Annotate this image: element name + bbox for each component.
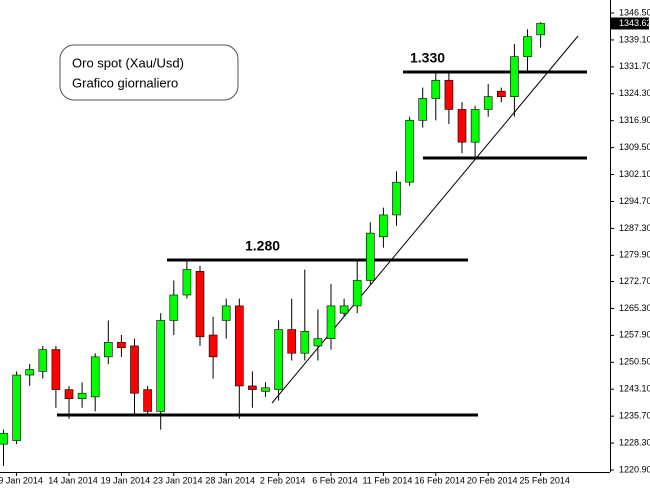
candle-body [64,389,74,399]
x-tick-label: 25 Feb 2014 [519,475,570,485]
candle-body [470,109,480,143]
candle-body [431,80,441,99]
candle-body [274,329,283,390]
x-tick-label: 6 Feb 2014 [312,475,358,485]
title-line: Oro spot (Xau/Usd) [72,55,184,70]
y-tick-label: 1316.90 [619,115,650,125]
candle-body [483,96,493,110]
candle-body [0,432,8,445]
annotation: 1.280 [245,238,280,254]
candle-body [90,356,100,398]
candle-body [418,98,428,121]
candle-body [12,374,21,441]
title-box [59,44,239,101]
y-tick-label: 1346.50 [619,7,650,17]
x-tick-label: 23 Jan 2014 [153,475,203,485]
y-tick-label: 1302.10 [619,169,650,179]
candle-body [510,56,519,97]
y-tick-label: 1257.90 [619,330,650,340]
candle-body [365,232,375,281]
y-tick-label: 1339.10 [619,34,650,44]
y-tick-label: 1243.10 [619,384,650,394]
candle-body [156,320,165,412]
x-tick-label: 19 Jan 2014 [101,475,151,485]
candle-body [77,392,87,399]
candle-body [300,331,310,354]
y-tick-label: 1331.70 [619,61,650,71]
candle-body [287,329,297,354]
candle-body [169,294,179,321]
title-line: Grafico giornaliero [72,75,178,90]
candle-body [182,269,192,296]
last-price-label: 1343.62 [619,18,650,28]
candle-body [25,369,35,376]
y-tick-label: 1228.30 [619,437,650,447]
candle-body [261,387,270,392]
y-tick-label: 1220.90 [619,464,650,474]
y-tick-label: 1294.70 [619,196,650,206]
trend-line [271,35,579,404]
y-tick-label: 1235.70 [619,411,650,421]
candle-body [444,80,454,110]
x-tick-label: 9 Jan 2014 [0,475,43,485]
candle-body [130,345,139,394]
x-tick-label: 14 Jan 2014 [48,475,98,485]
candle-body [339,305,349,314]
candle-body [208,334,218,358]
y-tick-label: 1287.30 [619,223,650,233]
annotation: 1.330 [410,50,445,66]
candle-body [248,385,257,390]
candle-body [352,280,362,307]
candle-body [235,305,244,387]
y-tick-label: 1324.30 [619,88,650,98]
candle-body [313,338,323,347]
x-tick-label: 20 Feb 2014 [467,475,518,485]
candle-body [536,23,545,36]
x-tick-label: 28 Jan 2014 [205,475,255,485]
x-tick-label: 11 Feb 2014 [362,475,412,485]
candle-body [523,36,532,57]
candle-body [326,305,336,339]
candle-body [405,120,414,183]
last-price-box [611,17,649,30]
candle-body [51,349,61,390]
candle-body [457,109,467,143]
candle-body [496,90,506,97]
candle-body [195,271,205,338]
candle-body [143,389,152,412]
y-tick-label: 1309.50 [619,142,650,152]
candle-body [379,214,388,238]
x-tick-label: 16 Feb 2014 [415,475,466,485]
candle-body [104,341,113,358]
candle-body [38,349,48,372]
y-tick-label: 1279.90 [619,250,650,260]
candle-body [117,341,126,349]
y-tick-label: 1265.30 [619,303,650,313]
drawing-lines [57,35,587,417]
y-tick-label: 1272.70 [619,276,650,286]
y-tick-label: 1250.50 [619,357,650,367]
candle-body [221,305,231,321]
candle-body [392,181,401,216]
x-tick-label: 2 Feb 2014 [260,475,306,485]
